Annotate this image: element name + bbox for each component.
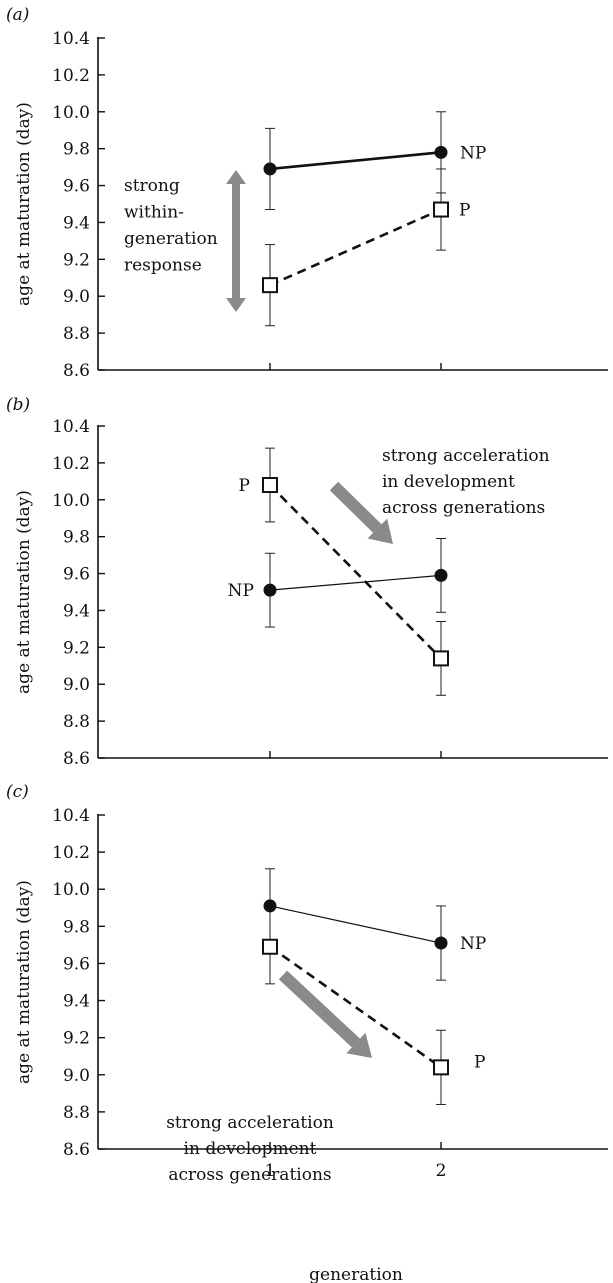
y-tick-label: 9.0 xyxy=(63,675,90,695)
y-tick-label: 8.6 xyxy=(63,749,90,769)
data-point-p xyxy=(433,650,449,667)
y-axis-label: age at maturation (day) xyxy=(14,880,34,1084)
y-tick-label: 9.0 xyxy=(63,287,90,307)
series-label-np: NP xyxy=(228,581,254,601)
annotation-text: in development xyxy=(184,1139,317,1159)
annotation-text: across generations xyxy=(168,1165,331,1185)
arrow-head xyxy=(346,1032,372,1058)
arrow-head-up xyxy=(226,170,246,184)
annotation-text: within- xyxy=(124,203,184,223)
series-line-p xyxy=(269,208,442,287)
x-axis-label: generation xyxy=(309,1265,403,1283)
annotation-text: across generations xyxy=(382,498,545,518)
y-tick-label: 9.8 xyxy=(63,140,90,160)
annotation-text: strong xyxy=(124,176,180,196)
annotation-text: response xyxy=(124,256,202,276)
y-tick-label: 8.6 xyxy=(63,1140,90,1160)
y-tick-label: 9.4 xyxy=(63,992,90,1012)
data-point-np xyxy=(263,583,277,597)
panel-label: (c) xyxy=(6,782,29,802)
y-axis-label: age at maturation (day) xyxy=(14,102,34,306)
y-tick-label: 10.2 xyxy=(52,66,90,86)
y-tick-label: 8.8 xyxy=(63,324,90,344)
y-tick-label: 9.2 xyxy=(63,638,90,658)
panel-label: (b) xyxy=(6,395,30,415)
series-label-p: P xyxy=(459,201,470,221)
y-tick-label: 10.2 xyxy=(52,843,90,863)
chart-panel-a: (a) 8.6 8.8 9.0 9.2 9.4 9.6 9.8 10.0 10.2 10.4 age … xyxy=(6,5,608,381)
chart-panel-c: (c) 8.6 8.8 9.0 9.2 9.4 9.6 9.8 10.0 10.2 10.4 1 2 ag… xyxy=(6,782,608,1185)
annotation-text: strong acceleration xyxy=(382,446,550,466)
y-tick-label: 10.4 xyxy=(52,417,90,437)
data-point-np xyxy=(263,899,277,913)
y-axis-label: age at maturation (day) xyxy=(14,490,34,694)
annotation-text: generation xyxy=(124,229,218,249)
diagonal-arrow-shaft xyxy=(329,481,382,533)
annotation-text: in development xyxy=(382,472,515,492)
y-tick-label: 10.0 xyxy=(52,491,90,511)
y-tick-label: 10.4 xyxy=(52,806,90,826)
series-line-np xyxy=(269,151,442,171)
series-line-np xyxy=(269,905,442,944)
y-tick-label: 9.2 xyxy=(63,250,90,270)
y-tick-label: 9.8 xyxy=(63,528,90,548)
series-label-np: NP xyxy=(460,934,486,954)
y-tick-label: 10.0 xyxy=(52,103,90,123)
panel-label: (a) xyxy=(6,5,29,25)
y-tick-label: 9.6 xyxy=(63,177,90,197)
data-point-p xyxy=(262,477,278,494)
data-point-p xyxy=(262,938,278,955)
y-tick-label: 9.6 xyxy=(63,565,90,585)
data-point-np xyxy=(263,162,277,176)
diagonal-arrow-shaft xyxy=(278,970,361,1048)
data-point-p xyxy=(433,1059,449,1076)
y-tick-label: 8.6 xyxy=(63,361,90,381)
y-tick-label: 10.4 xyxy=(52,29,90,49)
y-tick-label: 8.8 xyxy=(63,712,90,732)
x-tick-label: 1 xyxy=(265,1161,276,1181)
chart-panel-b: (b) 8.6 8.8 9.0 9.2 9.4 9.6 9.8 10.0 10.2 10.4 age … xyxy=(6,395,608,769)
data-point-p xyxy=(262,277,278,294)
annotation-text: strong acceleration xyxy=(166,1113,334,1133)
series-label-np: NP xyxy=(460,143,486,163)
data-point-np xyxy=(434,936,448,950)
data-point-p xyxy=(433,201,449,218)
data-point-np xyxy=(434,568,448,582)
arrow-head xyxy=(367,518,393,544)
series-line-p xyxy=(269,484,442,660)
y-tick-label: 9.2 xyxy=(63,1029,90,1049)
y-tick-label: 9.4 xyxy=(63,213,90,233)
y-tick-label: 10.0 xyxy=(52,880,90,900)
series-label-p: P xyxy=(239,476,250,496)
y-tick-label: 9.8 xyxy=(63,917,90,937)
data-point-np xyxy=(434,145,448,159)
y-tick-label: 8.8 xyxy=(63,1103,90,1123)
series-line-p xyxy=(269,945,442,1069)
series-label-p: P xyxy=(474,1052,485,1072)
series-line-np xyxy=(269,574,442,591)
y-tick-label: 10.2 xyxy=(52,454,90,474)
arrow-head-down xyxy=(226,298,246,312)
y-tick-label: 9.0 xyxy=(63,1066,90,1086)
y-tick-label: 9.6 xyxy=(63,954,90,974)
x-tick-label: 2 xyxy=(436,1161,447,1181)
y-tick-label: 9.4 xyxy=(63,601,90,621)
